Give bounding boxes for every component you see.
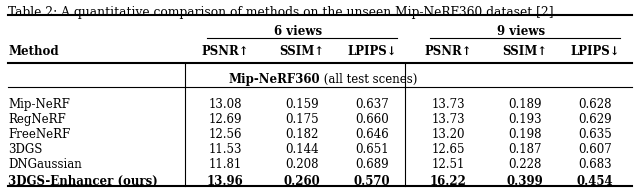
Text: LPIPS↓: LPIPS↓ xyxy=(347,45,397,58)
Text: 0.635: 0.635 xyxy=(578,128,612,141)
Text: 0.683: 0.683 xyxy=(578,158,612,171)
Text: 0.175: 0.175 xyxy=(285,113,319,126)
Text: 12.56: 12.56 xyxy=(208,128,242,141)
Text: PSNR↑: PSNR↑ xyxy=(424,45,472,58)
Text: 0.399: 0.399 xyxy=(507,175,543,188)
Text: 0.189: 0.189 xyxy=(508,98,541,111)
Text: Method: Method xyxy=(8,45,59,58)
Text: 12.51: 12.51 xyxy=(431,158,465,171)
Text: 0.454: 0.454 xyxy=(577,175,613,188)
Text: (all test scenes): (all test scenes) xyxy=(320,73,417,86)
Text: 0.637: 0.637 xyxy=(355,98,389,111)
Text: 13.73: 13.73 xyxy=(431,98,465,111)
Text: LPIPS↓: LPIPS↓ xyxy=(570,45,620,58)
Text: 0.260: 0.260 xyxy=(284,175,321,188)
Text: 0.159: 0.159 xyxy=(285,98,319,111)
Text: 0.193: 0.193 xyxy=(508,113,542,126)
Text: 0.651: 0.651 xyxy=(355,143,389,156)
Text: 0.182: 0.182 xyxy=(285,128,319,141)
Text: 13.20: 13.20 xyxy=(431,128,465,141)
Text: SSIM↑: SSIM↑ xyxy=(280,45,324,58)
Text: 3DGS: 3DGS xyxy=(8,143,42,156)
Text: PSNR↑: PSNR↑ xyxy=(201,45,249,58)
Text: 0.629: 0.629 xyxy=(578,113,612,126)
Text: 0.198: 0.198 xyxy=(508,128,541,141)
Text: 0.646: 0.646 xyxy=(355,128,389,141)
Text: SSIM↑: SSIM↑ xyxy=(502,45,548,58)
Text: 11.53: 11.53 xyxy=(208,143,242,156)
Text: Table 2: A quantitative comparison of methods on the unseen Mip-NeRF360 dataset : Table 2: A quantitative comparison of me… xyxy=(8,6,557,19)
Text: 0.228: 0.228 xyxy=(508,158,541,171)
Text: 0.628: 0.628 xyxy=(579,98,612,111)
Text: RegNeRF: RegNeRF xyxy=(8,113,66,126)
Text: 0.570: 0.570 xyxy=(354,175,390,188)
Text: 0.607: 0.607 xyxy=(578,143,612,156)
Text: 9 views: 9 views xyxy=(497,25,545,38)
Text: Mip-NeRF360: Mip-NeRF360 xyxy=(228,73,320,86)
Text: 0.187: 0.187 xyxy=(508,143,541,156)
Text: 16.22: 16.22 xyxy=(429,175,467,188)
Text: 13.73: 13.73 xyxy=(431,113,465,126)
Text: 13.96: 13.96 xyxy=(207,175,243,188)
Text: 3DGS-Enhancer (ours): 3DGS-Enhancer (ours) xyxy=(8,175,157,188)
Text: 11.81: 11.81 xyxy=(209,158,242,171)
Text: 12.65: 12.65 xyxy=(431,143,465,156)
Text: 0.208: 0.208 xyxy=(285,158,319,171)
Text: 0.689: 0.689 xyxy=(355,158,389,171)
Text: FreeNeRF: FreeNeRF xyxy=(8,128,70,141)
Text: DNGaussian: DNGaussian xyxy=(8,158,82,171)
Text: Mip-NeRF: Mip-NeRF xyxy=(8,98,70,111)
Text: 0.144: 0.144 xyxy=(285,143,319,156)
Text: 6 views: 6 views xyxy=(275,25,323,38)
Text: 13.08: 13.08 xyxy=(208,98,242,111)
Text: 12.69: 12.69 xyxy=(208,113,242,126)
Text: 0.660: 0.660 xyxy=(355,113,389,126)
